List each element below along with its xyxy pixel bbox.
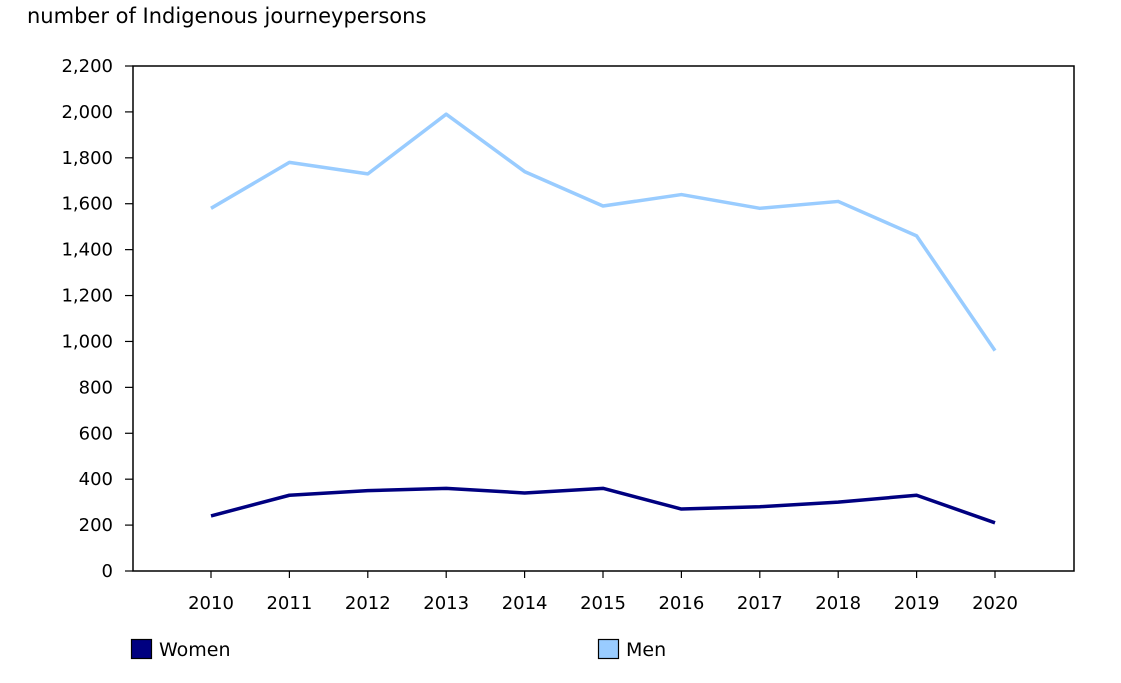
y-tick-label: 800: [79, 377, 113, 398]
plot-area-frame: [132, 65, 1075, 572]
y-axis: 0 200 400 600 800 1,000 1,200 1,400 1,600 1,800 2,…: [61, 56, 133, 582]
x-axis: 2010 2011 2012 2013 2014 2015 2016 2017 2018 2019…: [188, 571, 1018, 614]
y-tick-label: 1,800: [61, 148, 113, 169]
y-tick-label: 1,600: [61, 194, 113, 215]
y-tick-label: 1,200: [61, 286, 113, 307]
x-tick-label: 2019: [894, 593, 940, 614]
x-tick-label: 2017: [737, 593, 783, 614]
series-line-men: [210, 112, 997, 352]
y-tick-label: 0: [102, 561, 113, 582]
x-tick-label: 2011: [266, 593, 312, 614]
legend-label-men: Men: [626, 639, 666, 661]
x-tick-label: 2010: [188, 593, 234, 614]
y-tick-label: 1,400: [61, 240, 113, 261]
x-tick-label: 2012: [345, 593, 391, 614]
x-tick-label: 2018: [815, 593, 861, 614]
x-tick-label: 2020: [972, 593, 1018, 614]
y-tick-label: 200: [79, 515, 113, 536]
series-layer: [210, 112, 997, 525]
legend-swatch-women: [130, 638, 153, 660]
y-tick-label: 600: [79, 423, 113, 444]
y-tick-label: 2,200: [61, 56, 113, 77]
chart-title: number of Indigenous journeypersons: [27, 4, 427, 28]
legend: Women Men: [130, 638, 666, 661]
x-tick-label: 2013: [423, 593, 469, 614]
y-tick-label: 1,000: [61, 331, 113, 352]
legend-swatch-men: [597, 638, 620, 660]
y-tick-label: 400: [79, 469, 113, 490]
legend-label-women: Women: [159, 639, 231, 661]
y-tick-label: 2,000: [61, 102, 113, 123]
series-line-women: [210, 486, 996, 525]
x-tick-label: 2016: [658, 593, 704, 614]
x-tick-label: 2014: [502, 593, 548, 614]
x-tick-label: 2015: [580, 593, 626, 614]
